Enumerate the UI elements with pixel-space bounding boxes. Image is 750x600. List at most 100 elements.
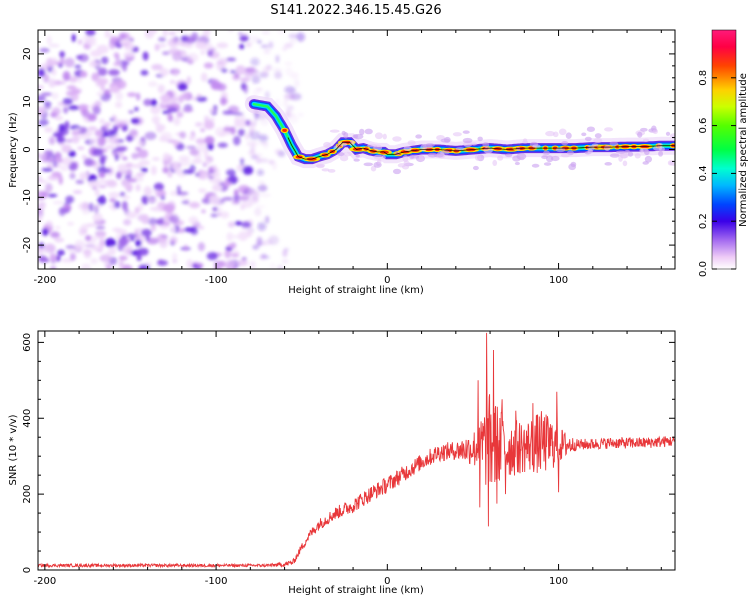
snr-xtick-label: 100 <box>549 576 568 587</box>
noise-blob <box>51 92 59 100</box>
noise-blob <box>130 237 135 241</box>
noise-blob <box>44 244 55 248</box>
noise-blob <box>195 138 207 144</box>
ridge-speckle <box>355 154 360 158</box>
noise-blob <box>109 198 116 203</box>
noise-blob <box>200 128 205 132</box>
noise-blob <box>244 133 250 140</box>
ridge-speckle <box>474 154 482 161</box>
noise-blob <box>41 191 49 198</box>
noise-blob <box>141 228 152 237</box>
noise-blob <box>122 64 127 72</box>
noise-blob <box>208 107 215 114</box>
noise-blob <box>74 239 86 250</box>
noise-blob <box>157 84 166 94</box>
noise-blob <box>167 37 180 48</box>
colorbar-tick-label: 0.0 <box>698 261 709 277</box>
noise-blob <box>136 172 146 176</box>
snr-ytick-label: 0 <box>22 567 33 573</box>
noise-blob <box>103 122 112 127</box>
noise-blob <box>158 43 167 48</box>
spectrogram-xtick-label: -100 <box>205 275 228 286</box>
spectrogram-noise <box>38 30 305 269</box>
noise-blob <box>215 126 225 137</box>
noise-blob <box>176 185 181 196</box>
noise-blob <box>104 144 116 150</box>
noise-blob <box>167 208 173 217</box>
noise-blob <box>79 174 89 180</box>
noise-blob <box>38 205 46 210</box>
noise-blob <box>71 134 80 144</box>
noise-blob <box>138 203 144 212</box>
noise-blob <box>126 92 137 97</box>
noise-blob <box>196 143 208 153</box>
noise-blob <box>236 259 249 267</box>
ridge-speckle <box>570 161 577 167</box>
noise-blob <box>62 156 72 167</box>
noise-blob <box>254 204 266 209</box>
noise-blob <box>243 83 248 94</box>
ridge-speckle <box>644 155 653 163</box>
noise-blob <box>113 133 120 140</box>
noise-blob <box>200 50 206 55</box>
noise-blob <box>70 89 81 95</box>
noise-blob <box>115 54 120 65</box>
noise-blob <box>75 179 85 185</box>
noise-blob <box>238 195 250 201</box>
ridge-speckle <box>587 148 593 154</box>
ridge-speckle <box>657 142 663 148</box>
ridge-speckle <box>323 141 331 148</box>
noise-blob <box>181 51 188 59</box>
noise-blob <box>173 117 181 126</box>
ridge-speckle <box>315 163 326 168</box>
noise-blob <box>124 174 132 180</box>
noise-blob <box>65 195 75 204</box>
noise-blob <box>123 51 136 58</box>
noise-blob <box>80 70 88 78</box>
noise-blob <box>46 35 52 45</box>
noise-blob <box>108 39 116 50</box>
spectrogram-xtick-label: 100 <box>549 275 568 286</box>
ridge-speckle <box>382 133 387 140</box>
noise-blob <box>85 223 97 227</box>
noise-blob <box>164 104 176 108</box>
noise-blob <box>143 98 153 107</box>
noise-blob <box>108 69 120 76</box>
noise-blob <box>171 160 179 171</box>
noise-blob <box>48 43 60 48</box>
noise-blob <box>284 43 294 49</box>
noise-blob <box>252 244 260 250</box>
noise-blob <box>108 204 114 209</box>
noise-blob <box>223 127 235 132</box>
ridge-speckle <box>321 168 330 172</box>
noise-blob <box>52 160 58 168</box>
ridge-speckle <box>410 154 420 159</box>
noise-blob <box>48 136 56 145</box>
noise-blob <box>276 264 284 269</box>
noise-blob <box>118 255 128 261</box>
noise-blob <box>100 154 108 161</box>
noise-blob <box>57 136 66 143</box>
noise-blob <box>274 71 283 79</box>
noise-blob <box>125 136 135 141</box>
noise-blob <box>260 193 272 198</box>
colorbar-scale <box>711 29 737 270</box>
noise-blob <box>281 46 288 52</box>
ridge-trace <box>287 137 675 160</box>
snr-ticks <box>38 331 675 571</box>
noise-blob <box>284 61 293 66</box>
noise-blob <box>122 156 128 161</box>
noise-blob <box>117 163 128 172</box>
snr-xlabel: Height of straight line (km) <box>288 585 424 596</box>
noise-blob <box>256 169 265 176</box>
noise-blob <box>249 124 256 133</box>
noise-blob <box>98 184 107 189</box>
noise-blob <box>138 264 151 269</box>
ridge-speckle <box>565 132 572 139</box>
noise-blob <box>52 57 58 66</box>
noise-blob <box>288 114 299 125</box>
noise-blob <box>239 44 245 50</box>
ridge-speckle <box>593 138 603 144</box>
snr-xtick-label: 0 <box>384 576 390 587</box>
colorbar-tick-label: 0.6 <box>698 118 709 134</box>
